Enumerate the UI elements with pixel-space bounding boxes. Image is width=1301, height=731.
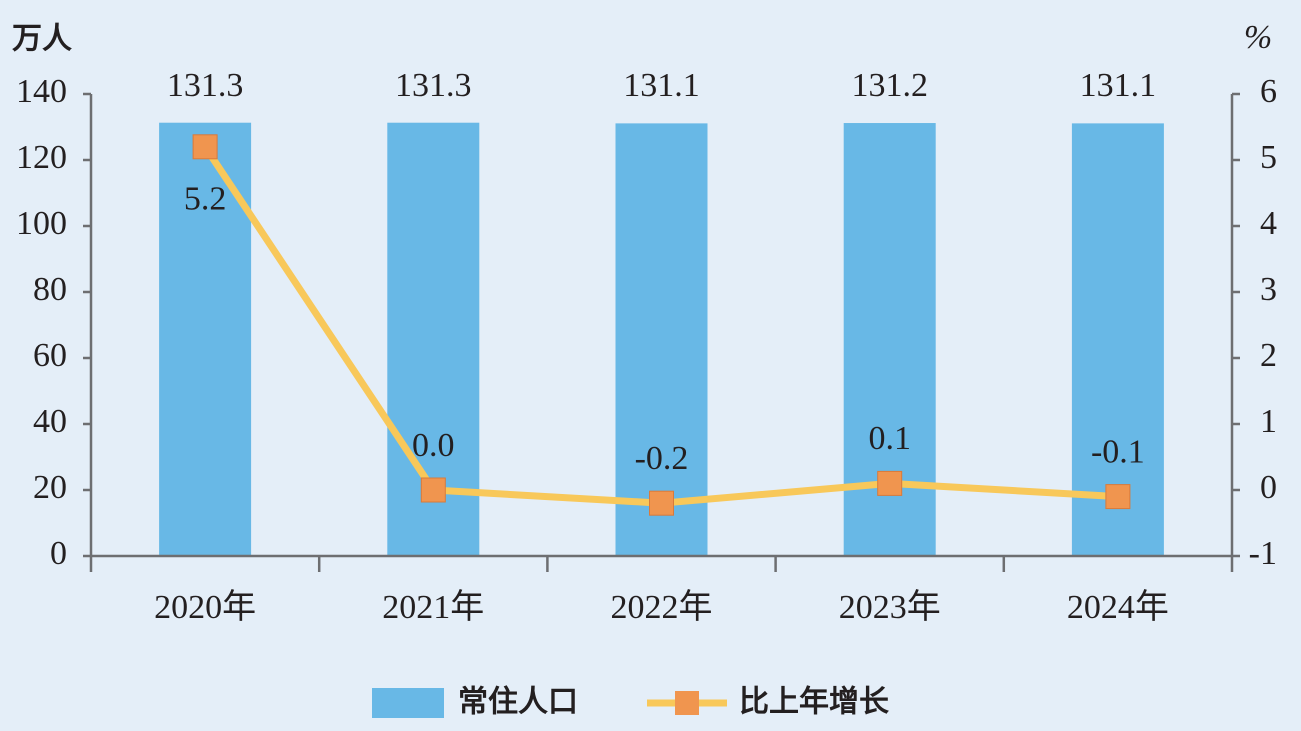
y2-tick-label: 4: [1260, 205, 1277, 242]
y2-tick-label: 0: [1260, 469, 1277, 506]
line-value-label: -0.2: [635, 440, 689, 477]
y2-tick-label: 1: [1260, 403, 1277, 440]
x-tick-label: 2021年: [382, 588, 484, 626]
line-marker: [649, 490, 674, 516]
y-tick-label: 0: [50, 535, 67, 572]
y-axis-label: 万人: [12, 22, 72, 57]
y-tick-label: 40: [33, 403, 67, 440]
x-tick-label: 2020年: [154, 588, 256, 626]
legend-swatch-marker: [675, 691, 699, 715]
y-tick-label: 140: [16, 73, 67, 110]
y-tick-label: 100: [16, 205, 67, 242]
line-value-label: 0.1: [868, 420, 911, 457]
x-tick-label: 2023年: [839, 588, 941, 626]
legend-label: 比上年增长: [739, 685, 889, 720]
line-marker: [877, 470, 903, 496]
line-value-label: 0.0: [412, 427, 455, 464]
bar: [1071, 123, 1164, 557]
y2-tick-label: 2: [1260, 337, 1277, 374]
y2-tick-label: 5: [1260, 139, 1277, 176]
bar-value-label: 131.3: [395, 67, 472, 104]
y2-tick-label: 6: [1260, 73, 1277, 110]
y-tick-label: 20: [33, 469, 67, 506]
legend-swatch: [372, 688, 444, 718]
bar-value-label: 131.1: [623, 67, 700, 104]
y2-tick-label: -1: [1249, 535, 1277, 572]
line-marker: [192, 134, 218, 160]
x-tick-label: 2024年: [1067, 588, 1169, 626]
bar: [615, 123, 708, 557]
bar-value-label: 131.1: [1080, 67, 1157, 104]
y-tick-label: 120: [16, 139, 67, 176]
y2-tick-label: 3: [1260, 271, 1277, 308]
bar-value-label: 131.3: [167, 67, 244, 104]
line-marker: [420, 477, 446, 503]
x-tick-label: 2022年: [611, 588, 713, 626]
line-marker: [1105, 484, 1131, 510]
line-value-label: 5.2: [184, 181, 227, 218]
legend-label: 常住人口: [458, 685, 578, 720]
bar-value-label: 131.2: [851, 67, 928, 104]
y-tick-label: 60: [33, 337, 67, 374]
y-tick-label: 80: [33, 271, 67, 308]
y2-axis-label: %: [1244, 19, 1272, 56]
line-value-label: -0.1: [1091, 433, 1145, 470]
